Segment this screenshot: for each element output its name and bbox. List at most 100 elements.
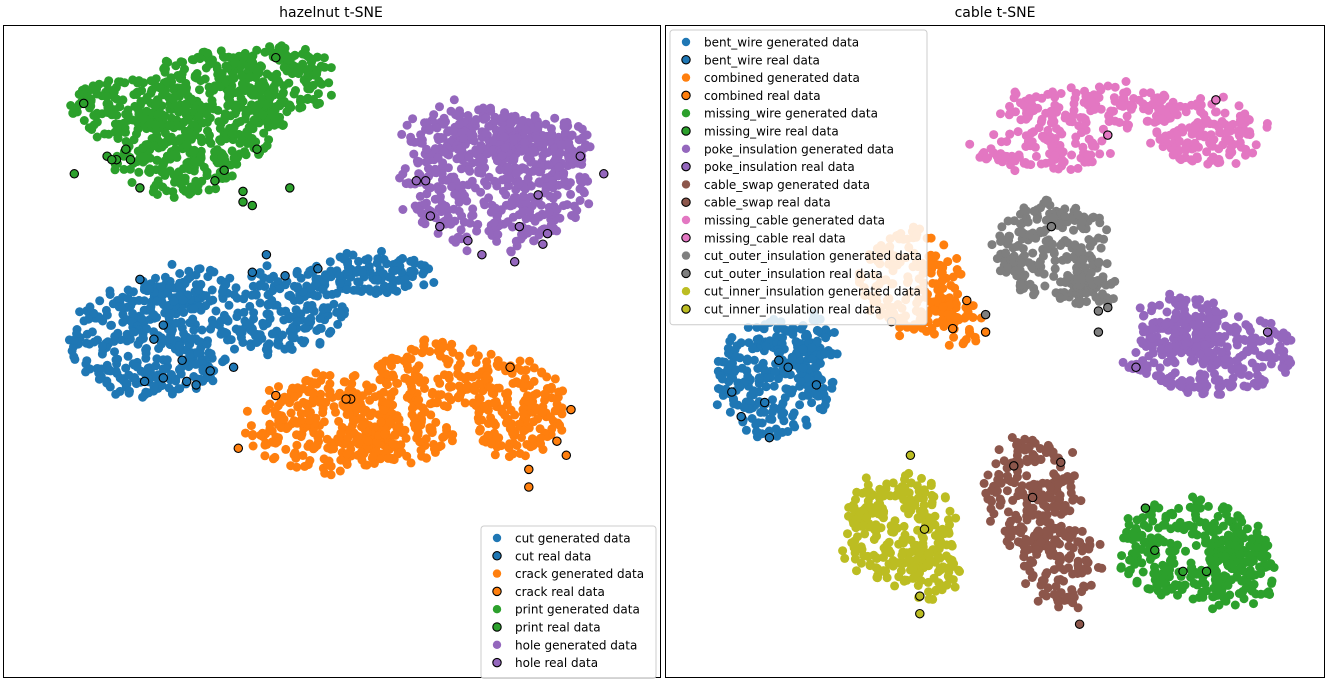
bent_wire-generated-point xyxy=(717,374,727,384)
cut-real-point xyxy=(181,376,192,387)
cut-generated-point xyxy=(262,341,272,351)
hole-generated-point xyxy=(518,191,528,201)
cut-generated-point xyxy=(186,334,196,344)
print-generated-point xyxy=(171,91,181,101)
poke_insulation-generated-point xyxy=(1160,320,1170,330)
crack-generated-point xyxy=(375,375,385,385)
cut-generated-point xyxy=(286,292,296,302)
cut-generated-point xyxy=(102,310,112,320)
bent_wire-generated-point xyxy=(801,415,811,425)
print-generated-point xyxy=(242,105,252,115)
cut-generated-point xyxy=(390,266,400,275)
hole-generated-point xyxy=(580,173,590,182)
cut-generated-point xyxy=(111,366,121,376)
cut-generated-point xyxy=(165,334,175,344)
missing_wire-generated-point xyxy=(1264,587,1274,597)
crack-generated-point xyxy=(493,356,503,365)
poke_insulation-generated-point xyxy=(1267,352,1277,362)
cut-generated-point xyxy=(188,314,198,324)
crack-generated-point xyxy=(304,415,314,425)
cut-generated-point xyxy=(262,261,272,271)
hole-generated-point xyxy=(521,125,531,135)
hole-generated-point xyxy=(503,162,513,172)
print-generated-point xyxy=(278,121,288,130)
bent_wire-generated-point xyxy=(742,356,752,366)
missing_cable-generated-point xyxy=(1094,82,1104,92)
poke_insulation-generated-point xyxy=(1240,336,1250,345)
cut-real-point xyxy=(158,373,169,383)
missing_cable-generated-point xyxy=(1194,131,1204,141)
missing_cable-generated-point xyxy=(1086,97,1096,107)
crack-generated-point xyxy=(554,387,564,397)
cable_swap-generated-point xyxy=(1063,553,1073,563)
crack-generated-point xyxy=(316,375,326,385)
hole-generated-point xyxy=(450,189,460,199)
poke_insulation-generated-point xyxy=(1197,304,1207,314)
cut-generated-point xyxy=(85,302,95,312)
hole-generated-point xyxy=(534,230,544,240)
crack-generated-point xyxy=(456,389,466,399)
poke_insulation-generated-point xyxy=(1155,363,1165,373)
cable_swap-generated-point xyxy=(1055,562,1064,572)
print-generated-point xyxy=(303,95,312,104)
bent_wire-generated-point xyxy=(775,348,785,357)
cut-generated-point xyxy=(418,269,428,279)
crack-generated-point xyxy=(463,381,473,391)
cut_outer_insulation-generated-point xyxy=(1049,271,1059,281)
cut-generated-point xyxy=(220,354,230,364)
poke_insulation-generated-point xyxy=(1225,382,1235,392)
cut-generated-point xyxy=(162,355,172,365)
crack-generated-point xyxy=(475,379,484,389)
missing_wire-generated-point xyxy=(1249,599,1258,609)
cut-generated-point xyxy=(372,258,382,268)
crack-generated-point xyxy=(331,407,340,417)
missing_wire-generated-point xyxy=(1197,587,1207,597)
poke_insulation-generated-point xyxy=(1177,376,1187,385)
print-generated-point xyxy=(142,92,152,102)
cut-generated-point xyxy=(151,273,160,283)
print-generated-point xyxy=(171,149,181,159)
print-generated-point xyxy=(175,134,185,144)
crack-generated-point xyxy=(519,426,529,436)
hole-generated-point xyxy=(548,193,558,203)
print-generated-point xyxy=(219,52,229,62)
cut-generated-point xyxy=(278,330,287,340)
print-generated-point xyxy=(285,100,295,110)
cut-generated-point xyxy=(365,286,375,296)
crack-generated-point xyxy=(520,373,530,383)
bent_wire-generated-point xyxy=(743,372,753,381)
cut-generated-point xyxy=(315,313,325,323)
cut-generated-point xyxy=(184,266,194,276)
crack-generated-point xyxy=(540,389,550,399)
cut-generated-point xyxy=(70,354,80,364)
cut-generated-point xyxy=(343,259,353,269)
cut-real-point xyxy=(205,366,215,376)
crack-generated-point xyxy=(309,388,319,398)
cut-generated-point xyxy=(118,317,128,327)
combined-generated-point xyxy=(926,297,936,307)
hole-generated-point xyxy=(518,115,528,125)
cable_swap-generated-point xyxy=(1039,575,1049,585)
cut-generated-point xyxy=(124,370,134,380)
crack-generated-point xyxy=(531,403,541,413)
bent_wire-generated-point xyxy=(753,428,763,437)
missing_cable-generated-point xyxy=(1043,89,1053,99)
missing_wire-generated-point xyxy=(1212,567,1221,576)
crack-generated-point xyxy=(267,426,277,436)
missing_cable-generated-point xyxy=(1233,126,1243,136)
hole-generated-point xyxy=(532,134,541,144)
hazelnut-title: hazelnut t-SNE xyxy=(279,5,383,21)
missing_wire-generated-point xyxy=(1208,604,1218,614)
missing_cable-generated-point xyxy=(1109,93,1119,103)
cut-generated-point xyxy=(121,363,131,373)
crack-generated-point xyxy=(523,391,532,401)
cable_swap-generated-point xyxy=(1007,526,1017,536)
print-generated-point xyxy=(237,71,247,81)
print-generated-point xyxy=(240,147,250,157)
cut-generated-point xyxy=(113,328,123,338)
crack-generated-point xyxy=(291,453,301,463)
crack-generated-point xyxy=(242,406,252,416)
crack-generated-point xyxy=(412,364,421,374)
hole-generated-point xyxy=(534,177,544,187)
print-generated-point xyxy=(217,152,227,162)
